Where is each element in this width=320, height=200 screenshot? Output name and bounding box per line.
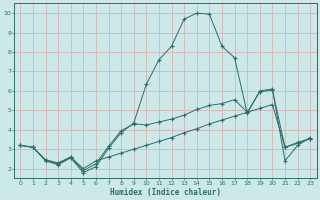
X-axis label: Humidex (Indice chaleur): Humidex (Indice chaleur): [110, 188, 221, 197]
